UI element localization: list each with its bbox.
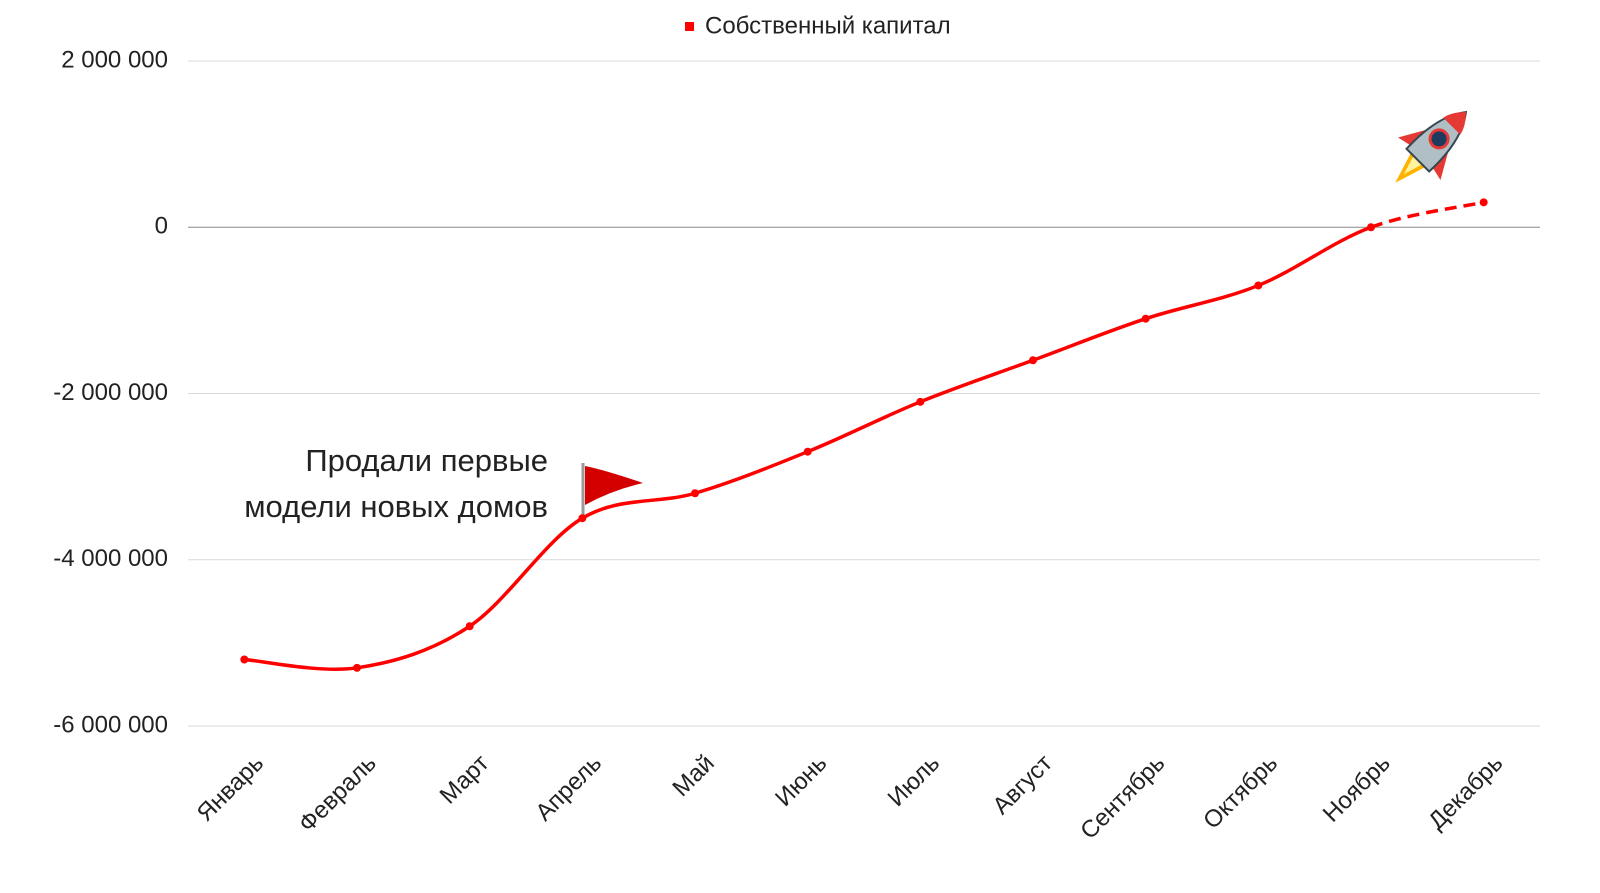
x-tick-label: Ноябрь	[1318, 750, 1396, 828]
x-tick-label: Декабрь	[1423, 750, 1508, 835]
y-tick-label: -6 000 000	[53, 711, 168, 738]
x-tick-label: Июль	[883, 750, 945, 812]
point	[240, 655, 249, 664]
annotation: Продали первые	[305, 443, 548, 478]
point	[465, 622, 474, 631]
annotation: модели новых домов	[244, 489, 548, 524]
x-tick-label: Август	[988, 750, 1058, 820]
point	[1141, 314, 1150, 323]
legend-key	[685, 22, 694, 31]
y-tick-label: 2 000 000	[61, 46, 168, 73]
x-tick-label: Май	[667, 750, 719, 802]
x-tick-label: Июнь	[770, 750, 832, 812]
point	[1029, 356, 1037, 365]
x-tick-label: Апрель	[530, 750, 607, 827]
y-tick-label: 0	[155, 213, 168, 240]
point	[1479, 198, 1488, 207]
legend: Собственный капитал	[685, 12, 951, 39]
point	[1254, 281, 1263, 290]
legend-label: Собственный капитал	[705, 12, 951, 39]
x-tick-label: Октябрь	[1198, 750, 1283, 835]
x-tick-label: Февраль	[294, 750, 382, 838]
x-tick-label: Сентябрь	[1075, 750, 1170, 845]
flag-icon	[581, 463, 643, 516]
point	[916, 397, 925, 406]
point	[353, 663, 361, 672]
line-forecast	[1370, 200, 1485, 229]
point	[578, 514, 587, 523]
rocket-icon	[1395, 110, 1468, 183]
x-tick-label: Март	[435, 750, 495, 810]
point	[803, 447, 812, 456]
y-tick-label: -4 000 000	[53, 545, 168, 572]
y-tick-label: -2 000 000	[53, 379, 168, 406]
point	[691, 489, 699, 498]
point	[1367, 223, 1375, 232]
x-tick-label: Январь	[192, 750, 269, 827]
